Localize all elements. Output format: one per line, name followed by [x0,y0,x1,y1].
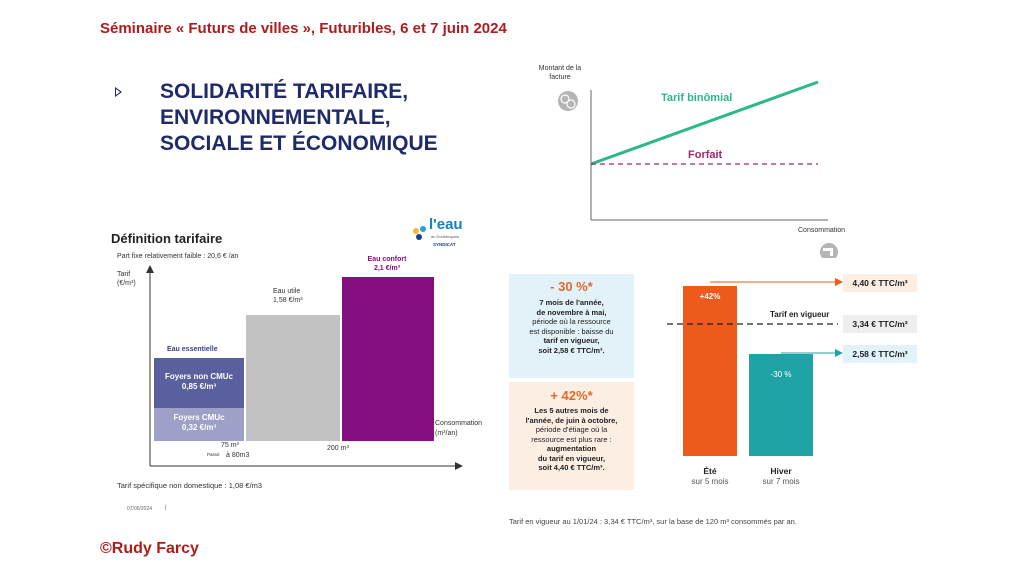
bar-value: 0,32 €/m³ [181,423,217,432]
logo-syndicat: SYNDICAT [433,242,456,247]
bar-eau-confort [342,277,434,441]
definition-title: Définition tarifaire [111,231,223,246]
main-title-line: ENVIRONNEMENTALE, [160,106,391,129]
seasonal-lines-svg [667,278,843,357]
slide-header: Séminaire « Futurs de villes », Futuribl… [100,20,507,37]
ete-label: Été [703,466,717,476]
axis-x-unit: (m³/an) [435,430,458,437]
axis-y-label: Tarif [117,271,131,278]
eau-confort-label: Eau confort [367,256,407,263]
card-summer-pct: + 42%* [550,388,593,403]
axis-x-label: Consommation [435,420,483,427]
eau-confort-value: 2,1 €/m³ [373,265,401,272]
ete-sub: sur 5 mois [691,477,729,486]
tick-75: 75 m³ [221,442,239,449]
tariff-concept-chart: Montant de la facture Tarif binômial For… [530,58,870,258]
footer-credit: ©Rudy Farcy [100,540,199,557]
bar-eau-utile [246,315,340,441]
definition-tarifaire-panel: Définition tarifaire l'eau du Dunkerquoi… [105,213,505,523]
bullet-arrow-icon [115,87,122,97]
concept-xlabel: Consommation [798,227,846,234]
forfait-label: Forfait [688,149,723,161]
tarif-vigueur-label: Tarif en vigueur [770,310,830,319]
card-line: tarif en vigueur, [543,336,600,345]
eau-dunkerquois-logo: l'eau du Dunkerquois SYNDICAT [413,216,473,256]
eau-utile-value: 1,58 €/m³ [273,297,303,304]
date-separator: | [165,505,167,511]
tarif-binomial-label: Tarif binômial [661,92,733,104]
bar-ete: +42% [683,286,737,456]
hiver-label: Hiver [770,466,792,476]
definition-chart-svg [146,265,463,470]
card-line: période où la ressource [532,317,611,326]
slide-date: 07/06/2024 [127,506,153,512]
fixed-part-text: Part fixe relativement faible : 20,6 € /… [117,253,239,260]
tarif-binomial-line [590,80,819,166]
card-summer-text: Les 5 autres mois de l'année, de juin à … [509,406,634,473]
bar-foyers-cmuc: Foyers CMUc 0,32 €/m³ [154,408,244,441]
card-line: est disponible : baisse du [529,326,614,336]
card-line: augmentation [546,444,597,453]
main-title-line: SOLIDARITÉ TARIFAIRE, [160,80,409,103]
card-winter-text: 7 mois de l'année, de novembre à mai, pé… [509,298,634,355]
concept-ylabel: Montant de la facture [538,65,582,81]
card-winter: - 30 %* 7 mois de l'année, de novembre à… [509,274,634,378]
card-summer: + 42%* Les 5 autres mois de l'année, de … [509,382,634,490]
bar-ete-pct: +42% [699,292,721,301]
card-line: l'année, de juin à octobre, [525,415,618,425]
bar-label: Foyers non CMUc [164,372,233,381]
bar-hiver-pct: -30 % [770,370,792,379]
card-line: ressource est plus rare : [531,434,612,444]
main-title: SOLIDARITÉ TARIFAIRE, ENVIRONNEMENTALE, … [160,79,438,157]
logo-sub: du Dunkerquois [431,234,460,239]
card-line: de novembre à mai, [536,307,607,317]
price-low: 2,58 € TTC/m³ [843,345,917,363]
bar-hiver: -30 % [749,354,813,456]
card-line: soit 4,40 € TTC/m³. [538,463,605,472]
eau-essentielle-label: Eau essentielle [167,346,218,353]
logo-text: l'eau [429,216,463,233]
tick-80: à 80m3 [226,452,250,459]
card-line: 7 mois de l'année, [539,298,604,307]
axis-y-unit: (€/m³) [117,280,136,287]
tariff-note: Tarif en vigueur au 1/01/24 : 3,34 € TTC… [509,517,797,526]
card-line: période d'étiage où la [535,425,608,434]
bar-label: Foyers CMUc [173,413,225,422]
tariff-concept-svg [558,80,838,258]
bar-foyers-non-cmuc: Foyers non CMUc 0,85 €/m³ [154,358,244,408]
card-winter-pct: - 30 %* [550,279,593,294]
bar-value: 0,85 €/m³ [181,382,217,391]
price-mid: 3,34 € TTC/m³ [843,315,917,333]
tick-200: 200 m³ [327,445,349,452]
card-line: Les 5 autres mois de [534,406,609,415]
eau-utile-label: Eau utile [273,288,301,295]
card-line: du tarif en vigueur, [537,453,606,463]
main-title-line: SOCIALE ET ÉCONOMIQUE [160,132,438,155]
tick-passe: Passé [207,452,220,457]
card-line: soit 2,58 € TTC/m³. [538,345,605,355]
non-domestique-text: Tarif spécifique non domestique : 1,08 €… [117,481,263,490]
price-high: 4,40 € TTC/m³ [843,274,917,292]
seasonal-tariff-panel: - 30 %* 7 mois de l'année, de novembre à… [505,266,925,536]
hiver-sub: sur 7 mois [762,477,800,486]
